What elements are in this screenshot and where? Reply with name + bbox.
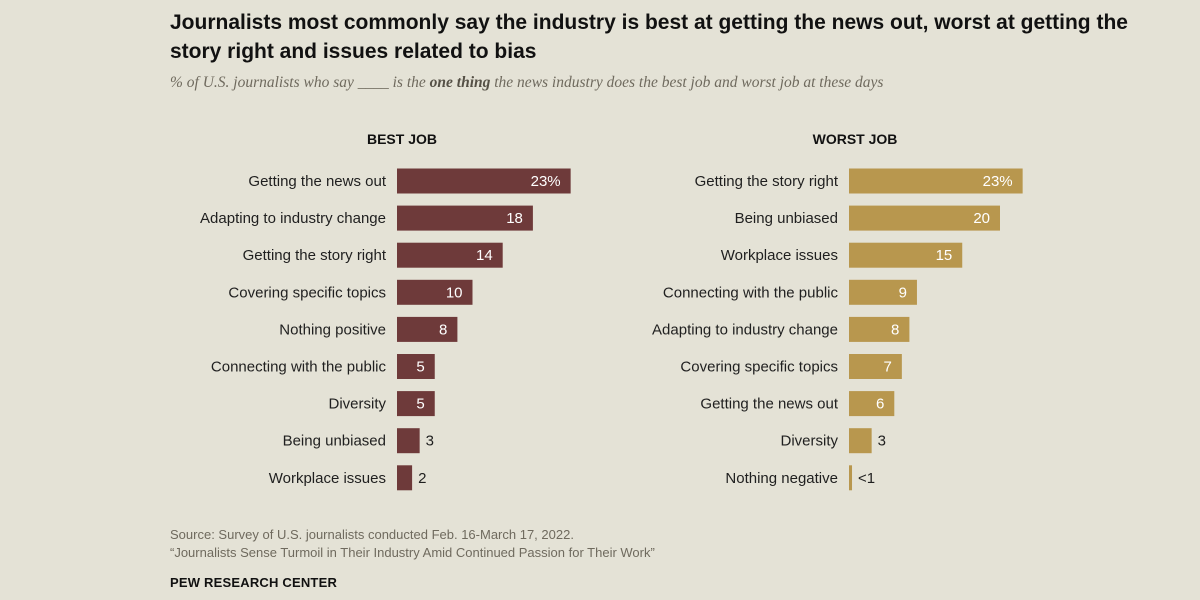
worst-job-bar-nothing-negative <box>849 465 853 491</box>
best-job-value-connecting-with-the-public: 5 <box>416 359 424 376</box>
worst-job-value-connecting-with-the-public: 9 <box>899 284 907 301</box>
worst-job-value-adapting-to-industry-change: 8 <box>891 321 899 338</box>
brand-logo-text: PEW RESEARCH CENTER <box>170 575 338 590</box>
best-job-bar-covering-specific-topics <box>397 279 473 305</box>
best-job-bar-nothing-positive <box>397 316 458 342</box>
worst-job-value-getting-the-news-out: 6 <box>876 396 884 413</box>
best-job-bar-diversity <box>397 391 435 417</box>
worst-job-category-covering-specific-topics: Covering specific topics <box>680 359 838 376</box>
worst-job-category-being-unbiased: Being unbiased <box>735 210 838 227</box>
worst-job-bar-workplace-issues <box>849 242 963 268</box>
worst-job-value-being-unbiased: 20 <box>973 210 990 227</box>
best-job-bar-connecting-with-the-public <box>397 354 435 379</box>
best-job-bar-adapting-to-industry-change <box>397 205 533 231</box>
best-job-category-getting-the-story-right: Getting the story right <box>243 247 387 264</box>
best-job-value-covering-specific-topics: 10 <box>446 284 463 301</box>
best-job-header: BEST JOB <box>367 131 437 147</box>
worst-job-value-nothing-negative: <1 <box>858 470 875 487</box>
best-job-value-being-unbiased: 3 <box>426 433 434 450</box>
worst-job-category-diversity: Diversity <box>780 433 838 450</box>
best-job-value-getting-the-news-out: 23% <box>531 173 561 190</box>
worst-job-bar-being-unbiased <box>849 205 1000 231</box>
worst-job-bar-getting-the-story-right <box>849 168 1023 194</box>
best-job-category-diversity: Diversity <box>328 396 386 413</box>
worst-job-bar-adapting-to-industry-change <box>849 316 910 342</box>
chart-subtitle: % of U.S. journalists who say ____ is th… <box>170 74 1180 92</box>
worst-job-value-workplace-issues: 15 <box>936 247 953 264</box>
worst-job-bar-connecting-with-the-public <box>849 279 917 305</box>
worst-job-bar-getting-the-news-out <box>849 391 895 417</box>
best-job-bar-workplace-issues <box>397 465 413 491</box>
worst-job-value-covering-specific-topics: 7 <box>884 359 892 376</box>
worst-job-category-getting-the-story-right: Getting the story right <box>695 173 839 190</box>
worst-job-chart: WORST JOB Getting the story right 23% Being… <box>652 131 1023 491</box>
worst-job-category-getting-the-news-out: Getting the news out <box>700 396 838 413</box>
worst-job-bar-diversity <box>849 428 872 454</box>
worst-job-category-nothing-negative: Nothing negative <box>725 470 838 487</box>
best-job-category-nothing-positive: Nothing positive <box>279 321 386 338</box>
worst-job-category-adapting-to-industry-change: Adapting to industry change <box>652 321 838 338</box>
best-job-value-workplace-issues: 2 <box>418 470 426 487</box>
best-job-category-getting-the-news-out: Getting the news out <box>248 173 386 190</box>
worst-job-header: WORST JOB <box>813 131 898 147</box>
best-job-bar-being-unbiased <box>397 428 420 454</box>
subtitle-text-after: the news industry does the best job and … <box>490 74 884 91</box>
best-job-value-diversity: 5 <box>416 396 424 413</box>
best-job-value-adapting-to-industry-change: 18 <box>506 210 523 227</box>
best-job-category-connecting-with-the-public: Connecting with the public <box>211 359 387 376</box>
worst-job-category-connecting-with-the-public: Connecting with the public <box>663 284 839 301</box>
best-job-value-nothing-positive: 8 <box>439 321 447 338</box>
worst-job-value-diversity: 3 <box>878 433 886 450</box>
worst-job-bar-covering-specific-topics <box>849 354 902 379</box>
best-job-bar-getting-the-story-right <box>397 242 503 268</box>
chart-title: Journalists most commonly say the indust… <box>170 11 1128 63</box>
best-job-value-getting-the-story-right: 14 <box>476 247 493 264</box>
best-job-bar-getting-the-news-out <box>397 168 571 194</box>
worst-job-value-getting-the-story-right: 23% <box>983 173 1013 190</box>
best-job-category-adapting-to-industry-change: Adapting to industry change <box>200 210 386 227</box>
subtitle-text-before: % of U.S. journalists who say ____ is th… <box>170 74 430 91</box>
worst-job-category-workplace-issues: Workplace issues <box>721 247 838 264</box>
best-job-category-being-unbiased: Being unbiased <box>283 433 386 450</box>
best-job-category-workplace-issues: Workplace issues <box>269 470 386 487</box>
report-title-note: “Journalists Sense Turmoil in Their Indu… <box>170 545 655 560</box>
subtitle-emphasis: one thing <box>429 74 491 91</box>
best-job-category-covering-specific-topics: Covering specific topics <box>228 284 386 301</box>
footer-notes: Source: Survey of U.S. journalists condu… <box>170 526 655 562</box>
best-job-chart: BEST JOB Getting the news out 23% Adapting … <box>200 131 571 491</box>
source-note: Source: Survey of U.S. journalists condu… <box>170 527 574 542</box>
